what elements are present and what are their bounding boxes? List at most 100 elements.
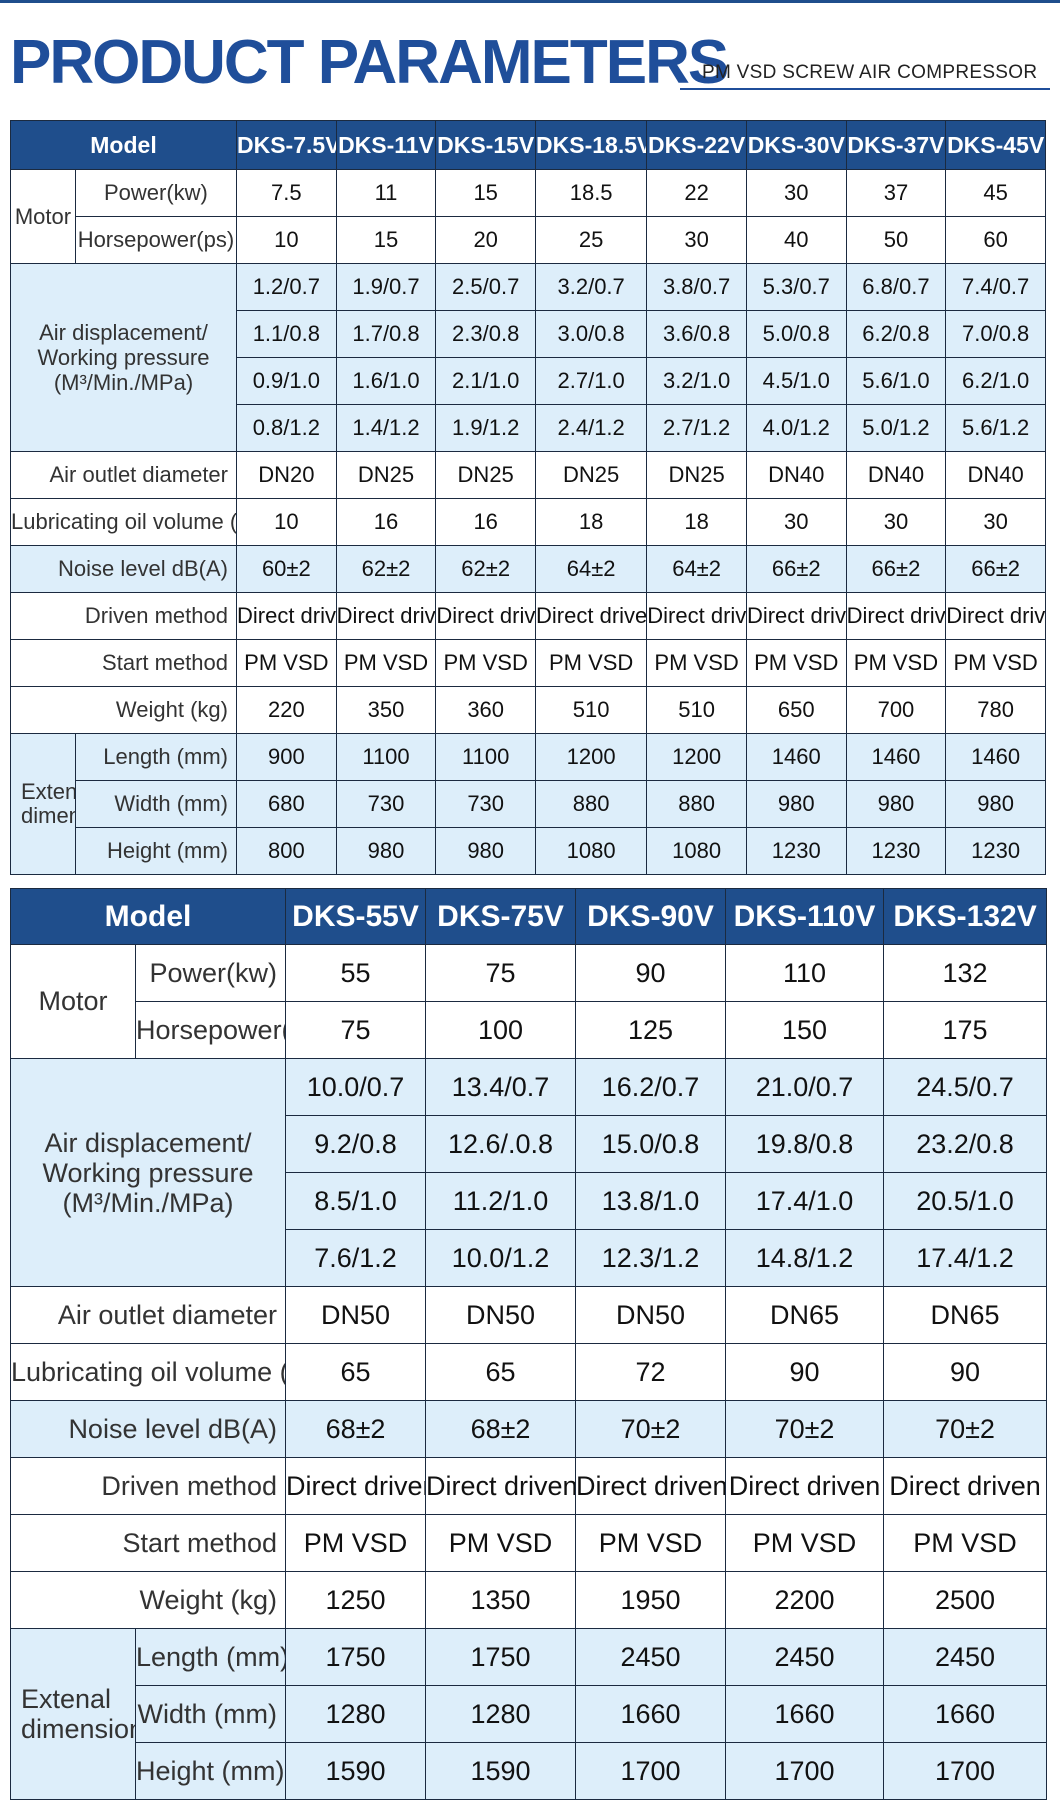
length-value: 2450: [883, 1628, 1048, 1686]
driven-method-value: Direct driven: [335, 592, 437, 640]
air-displacement-value: 14.8/1.2: [725, 1229, 885, 1287]
horsepower-value: 150: [725, 1001, 885, 1059]
air-outlet-row: Air outlet diameter DN20 DN25 DN25 DN25 DN25 D…: [10, 451, 1046, 499]
air-outlet-label: Air outlet diameter: [10, 451, 237, 499]
start-method-value: PM VSD: [435, 639, 537, 687]
air-displacement-label-line: Air displacement/: [44, 1127, 252, 1158]
height-row: Height (mm) 800 980 980 1080 1080 1230 1230 1230: [11, 827, 1046, 875]
start-method-value: PM VSD: [236, 639, 337, 687]
start-method-value: PM VSD: [535, 639, 648, 687]
length-row: ExtenaldimensionsLength (mm)175017502450…: [10, 1628, 1048, 1800]
length-label: Length (mm): [74, 733, 238, 781]
width-value: 1660: [575, 1685, 727, 1743]
air-displacement-row: 8.5/1.0 11.2/1.0 13.8/1.0 17.4/1.0 20.5/1.0: [11, 1172, 1048, 1230]
air-displacement-value: 7.4/0.7: [945, 263, 1046, 311]
air-outlet-value: DN25: [535, 451, 648, 499]
driven-method-value: Direct driven: [575, 1457, 727, 1515]
height-value: 1230: [945, 827, 1046, 875]
horsepower-label: Horsepower(ps): [134, 1001, 287, 1059]
lubricating-oil-value: 90: [883, 1343, 1048, 1401]
noise-level-value: 70±2: [725, 1400, 885, 1458]
air-displacement-value: 1.9/1.2: [435, 404, 537, 452]
lubricating-oil-value: 10: [236, 498, 337, 546]
external-dimensions-label: Extenaldimensions: [10, 1628, 136, 1800]
weight-value: 650: [745, 686, 847, 734]
power-value: 90: [575, 944, 727, 1002]
weight-value: 1950: [575, 1571, 727, 1629]
start-method-row: Start method PM VSD PM VSD PM VSD PM VSD PM V…: [10, 639, 1046, 687]
power-label: Power(kw): [74, 169, 238, 217]
external-dimensions-label-line: Extenal: [21, 1684, 112, 1714]
power-value: 37: [845, 169, 947, 217]
external-dimensions-label-line: dimensions: [21, 803, 76, 828]
power-value: 132: [883, 944, 1048, 1002]
driven-method-value: Direct driven: [845, 592, 947, 640]
air-displacement-value: 9.2/0.8: [285, 1115, 427, 1173]
driven-method-value: Direct driven: [883, 1457, 1048, 1515]
width-label: Width (mm): [134, 1685, 287, 1743]
air-displacement-label-line: Working pressure: [37, 345, 210, 370]
driven-method-value: Direct driven: [435, 592, 537, 640]
start-method-label: Start method: [9, 1514, 287, 1572]
model-header-row: Model DKS-7.5V DKS-11V DKS-15V DKS-18.5V DKS-…: [10, 120, 1046, 170]
horsepower-value: 30: [646, 216, 747, 264]
height-value: 1080: [535, 827, 648, 875]
width-value: 680: [236, 780, 337, 828]
noise-level-value: 64±2: [535, 545, 648, 593]
weight-value: 1250: [285, 1571, 427, 1629]
air-displacement-label-line: (M³/Min./MPa): [53, 370, 194, 395]
air-displacement-value: 5.6/1.2: [945, 404, 1046, 452]
length-value: 1200: [535, 733, 648, 781]
height-value: 1590: [285, 1742, 427, 1800]
height-label: Height (mm): [74, 827, 238, 875]
air-outlet-value: DN40: [945, 451, 1046, 499]
air-outlet-value: DN50: [425, 1286, 577, 1344]
model-name: DKS-22V: [646, 120, 747, 170]
air-displacement-value: 2.4/1.2: [535, 404, 648, 452]
air-displacement-value: 10.0/0.7: [285, 1058, 427, 1116]
height-value: 1700: [725, 1742, 885, 1800]
length-value: 2450: [575, 1628, 727, 1686]
width-value: 1660: [725, 1685, 885, 1743]
air-displacement-value: 11.2/1.0: [425, 1172, 577, 1230]
air-displacement-value: 16.2/0.7: [575, 1058, 727, 1116]
spec-table-large-models: Model DKS-55V DKS-75V DKS-90V DKS-110V DKS-13…: [9, 888, 1048, 1800]
height-value: 1590: [425, 1742, 577, 1800]
weight-value: 2200: [725, 1571, 885, 1629]
lubricating-oil-value: 30: [945, 498, 1046, 546]
length-value: 1460: [845, 733, 947, 781]
air-displacement-value: 4.0/1.2: [745, 404, 847, 452]
horsepower-value: 25: [535, 216, 648, 264]
air-displacement-value: 7.6/1.2: [285, 1229, 427, 1287]
lubricating-oil-value: 72: [575, 1343, 727, 1401]
power-value: 75: [425, 944, 577, 1002]
power-label: Power(kw): [134, 944, 287, 1002]
model-name: DKS-55V: [285, 888, 427, 945]
lubricating-oil-row: Lubricating oil volume (L) 10 16 16 18 18 30 30…: [10, 498, 1046, 546]
page-title: PRODUCT PARAMETERS: [10, 28, 729, 97]
air-displacement-value: 13.8/1.0: [575, 1172, 727, 1230]
model-name: DKS-18.5V: [535, 120, 648, 170]
noise-level-label: Noise level dB(A): [10, 545, 237, 593]
height-label: Height (mm): [134, 1742, 287, 1800]
width-value: 980: [845, 780, 947, 828]
power-value: 15: [435, 169, 537, 217]
air-displacement-value: 2.5/0.7: [435, 263, 537, 311]
air-displacement-value: 19.8/0.8: [725, 1115, 885, 1173]
length-value: 2450: [725, 1628, 885, 1686]
driven-method-value: Direct driven: [425, 1457, 577, 1515]
air-displacement-value: 21.0/0.7: [725, 1058, 885, 1116]
noise-level-value: 64±2: [646, 545, 747, 593]
model-name: DKS-75V: [425, 888, 577, 945]
air-displacement-value: 1.1/0.8: [236, 310, 337, 358]
power-value: 7.5: [236, 169, 337, 217]
width-row: Width (mm) 1280 1280 1660 1660 1660: [11, 1685, 1048, 1743]
weight-value: 700: [845, 686, 947, 734]
horsepower-label: Horsepower(ps): [74, 216, 238, 264]
air-displacement-label-line: (M³/Min./MPa): [62, 1187, 234, 1218]
air-displacement-label: Air displacement/Working pressure (M³/Min…: [10, 263, 237, 452]
air-displacement-value: 6.2/1.0: [945, 357, 1046, 405]
noise-level-value: 60±2: [236, 545, 337, 593]
air-displacement-value: 5.0/0.8: [745, 310, 847, 358]
